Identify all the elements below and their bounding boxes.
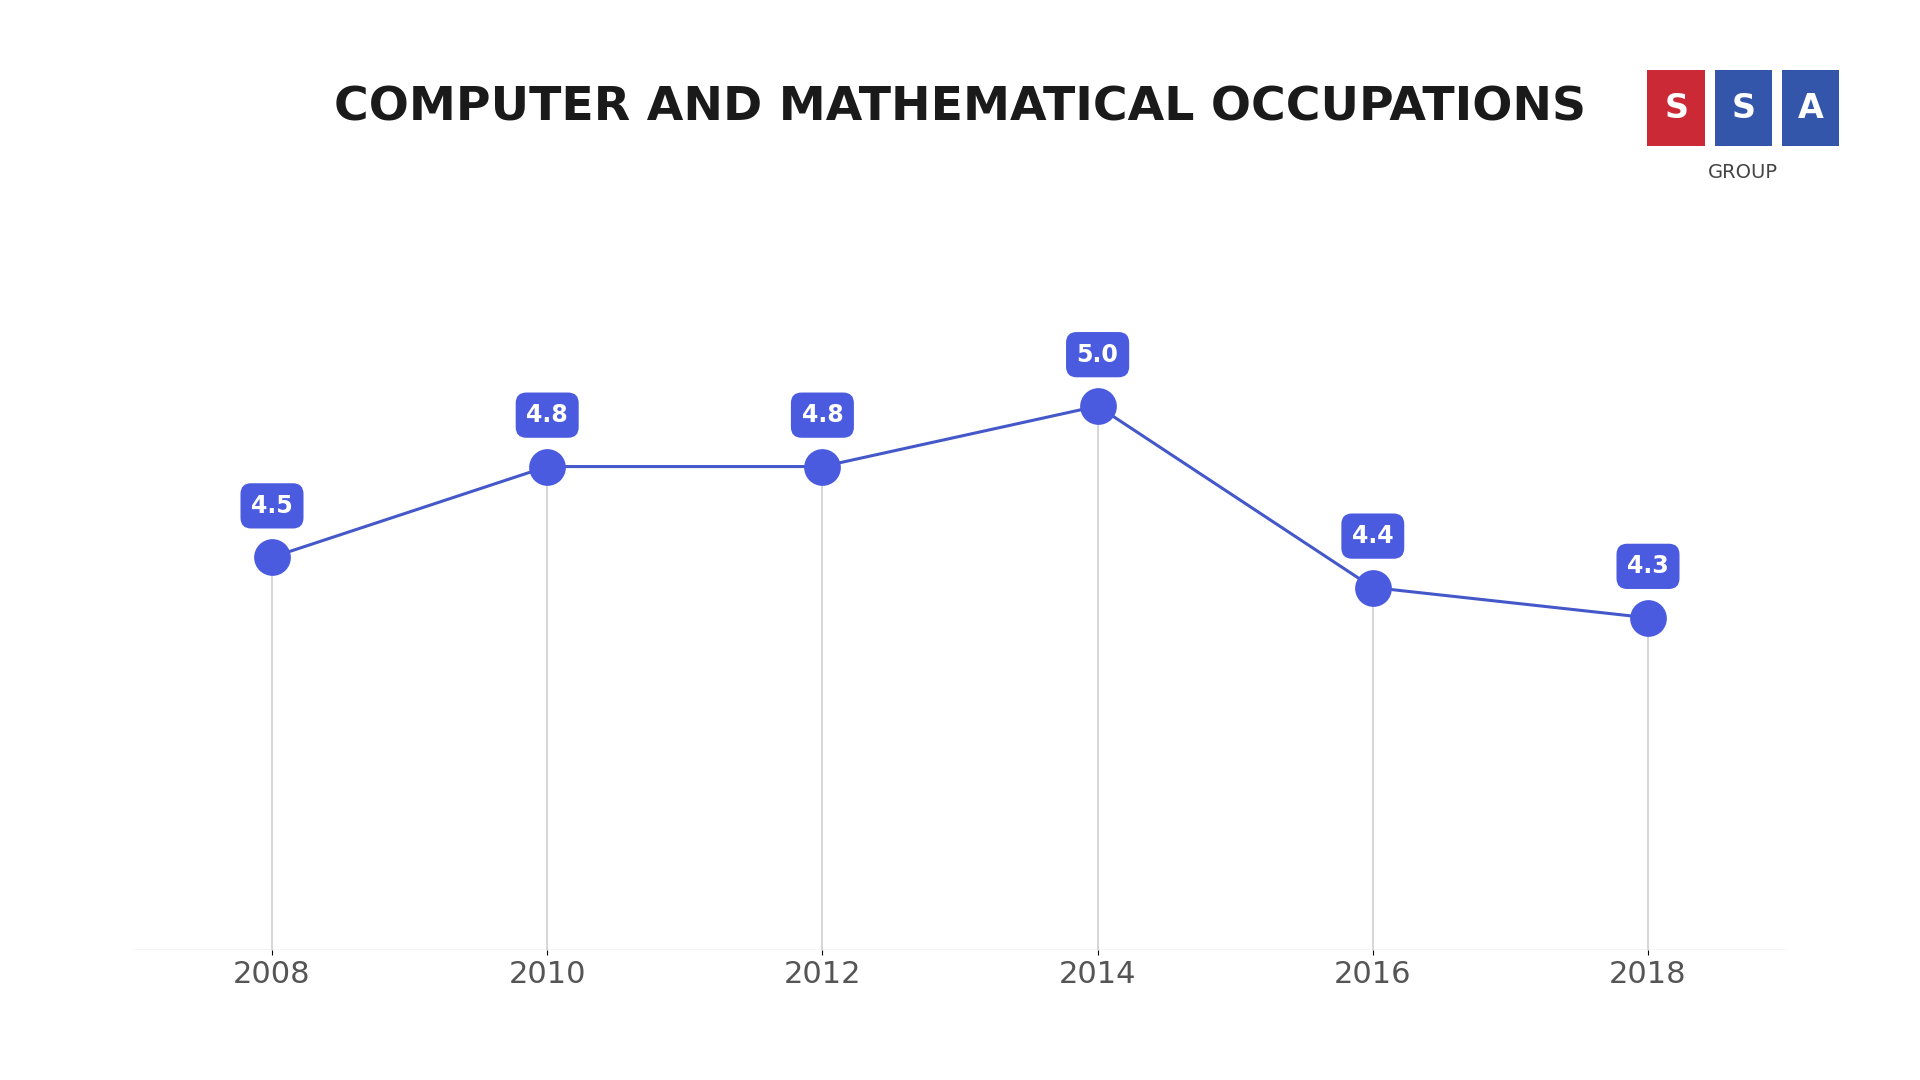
Point [532, 458, 563, 475]
Text: A: A [1797, 92, 1824, 124]
Text: S: S [1732, 92, 1755, 124]
Text: 4.4: 4.4 [1352, 524, 1394, 549]
Text: COMPUTER AND MATHEMATICAL OCCUPATIONS: COMPUTER AND MATHEMATICAL OCCUPATIONS [334, 85, 1586, 131]
Point [806, 458, 837, 475]
Text: 4.8: 4.8 [801, 403, 843, 428]
Point [1357, 579, 1388, 596]
Text: 5.0: 5.0 [1077, 342, 1119, 367]
Point [1632, 609, 1663, 626]
Text: 4.8: 4.8 [526, 403, 568, 428]
Text: GROUP: GROUP [1709, 163, 1778, 183]
Point [1083, 397, 1114, 415]
Text: 4.3: 4.3 [1626, 554, 1668, 579]
Text: S: S [1665, 92, 1688, 124]
Text: 4.5: 4.5 [252, 494, 294, 518]
Point [257, 549, 288, 566]
